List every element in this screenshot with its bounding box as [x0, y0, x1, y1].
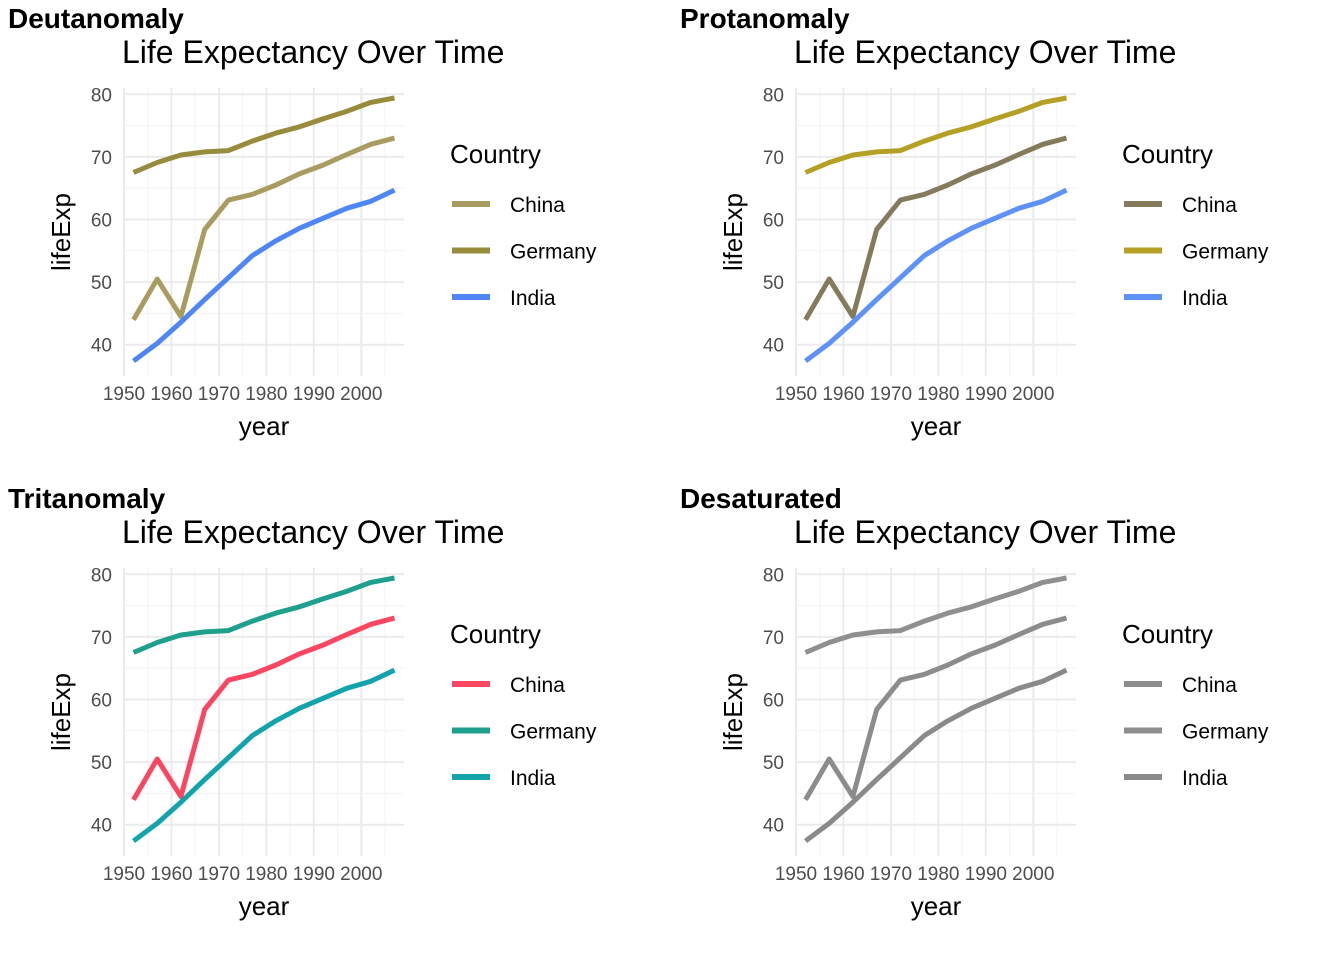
series-line-india — [804, 187, 1068, 364]
y-tick-label: 40 — [91, 816, 112, 837]
y-axis-label: lifeExp — [718, 673, 748, 751]
chart-svg: 1950 1960 1970 1980 1990 2000 40 50 60 70 80 Deutan… — [8, 3, 597, 441]
y-tick-label: 60 — [763, 690, 784, 711]
x-tick-label: 1980 — [245, 864, 287, 885]
y-tick-label: 60 — [91, 210, 112, 231]
series-line-china — [131, 135, 396, 321]
series-line-china — [131, 615, 396, 801]
x-tick-label: 1950 — [103, 864, 145, 885]
y-tick-label: 80 — [91, 85, 112, 106]
legend-label: China — [510, 194, 565, 217]
legend-title: Country — [450, 619, 541, 649]
legend-label: India — [1182, 767, 1228, 790]
x-tick-label: 1950 — [775, 384, 817, 405]
legend-label: Germany — [1182, 721, 1269, 744]
y-tick-label: 60 — [91, 690, 112, 711]
panel-label: Deutanomaly — [8, 3, 184, 34]
legend-label: China — [1182, 194, 1237, 217]
panel-label: Desaturated — [680, 483, 842, 514]
x-tick-label: 1950 — [103, 384, 145, 405]
y-tick-label: 70 — [91, 148, 112, 169]
x-tick-label: 1980 — [245, 384, 287, 405]
x-tick-label: 1980 — [917, 384, 959, 405]
y-tick-label: 50 — [91, 753, 112, 774]
x-tick-label: 1990 — [965, 384, 1007, 405]
chart-svg: 1950 1960 1970 1980 1990 2000 40 50 60 70 80 Desatu… — [680, 483, 1269, 921]
series-line-india — [132, 667, 396, 844]
chart-panel: 1950 1960 1970 1980 1990 2000 40 50 60 70 80 Protan… — [672, 0, 1344, 480]
chart-title: Life Expectancy Over Time — [794, 514, 1176, 550]
series-line-germany — [804, 95, 1067, 175]
chart-svg: 1950 1960 1970 1980 1990 2000 40 50 60 70 80 Protan… — [680, 3, 1269, 441]
x-axis-label: year — [911, 891, 962, 921]
y-tick-label: 80 — [763, 85, 784, 106]
x-tick-label: 1960 — [150, 864, 192, 885]
y-tick-label: 70 — [763, 148, 784, 169]
x-tick-label: 2000 — [340, 864, 382, 885]
y-tick-label: 70 — [763, 628, 784, 649]
chart-svg: 1950 1960 1970 1980 1990 2000 40 50 60 70 80 Tritan… — [8, 483, 597, 921]
panel-label: Protanomaly — [680, 3, 850, 34]
legend-label: Germany — [510, 241, 597, 264]
y-axis-label: lifeExp — [46, 193, 76, 271]
chart-title: Life Expectancy Over Time — [794, 34, 1176, 70]
series-line-china — [803, 615, 1068, 801]
y-tick-label: 80 — [91, 565, 112, 586]
chart-panel: 1950 1960 1970 1980 1990 2000 40 50 60 70 80 Desatu… — [672, 480, 1344, 960]
x-tick-label: 1970 — [198, 864, 240, 885]
legend-label: India — [510, 287, 556, 310]
x-tick-label: 1960 — [822, 384, 864, 405]
x-tick-label: 2000 — [1012, 864, 1054, 885]
y-axis-label: lifeExp — [46, 673, 76, 751]
y-tick-label: 70 — [91, 628, 112, 649]
legend-label: Germany — [510, 721, 597, 744]
series-line-india — [132, 187, 396, 364]
y-tick-label: 50 — [763, 273, 784, 294]
series-line-germany — [804, 575, 1067, 655]
x-tick-label: 1980 — [917, 864, 959, 885]
legend-label: China — [510, 674, 565, 697]
x-tick-label: 1970 — [870, 384, 912, 405]
panel-label: Tritanomaly — [8, 483, 166, 514]
legend-title: Country — [450, 139, 541, 169]
chart-panel: 1950 1960 1970 1980 1990 2000 40 50 60 70 80 Tritan… — [0, 480, 672, 960]
y-tick-label: 40 — [91, 336, 112, 357]
x-tick-label: 1960 — [822, 864, 864, 885]
y-axis-label: lifeExp — [718, 193, 748, 271]
x-axis-label: year — [239, 891, 290, 921]
x-tick-label: 1990 — [965, 864, 1007, 885]
x-axis-label: year — [239, 411, 290, 441]
y-tick-label: 50 — [763, 753, 784, 774]
legend-label: India — [510, 767, 556, 790]
chart-title: Life Expectancy Over Time — [122, 34, 504, 70]
y-tick-label: 50 — [91, 273, 112, 294]
legend-label: India — [1182, 287, 1228, 310]
y-tick-label: 40 — [763, 336, 784, 357]
x-tick-label: 1970 — [198, 384, 240, 405]
series-line-china — [803, 135, 1068, 321]
x-tick-label: 2000 — [340, 384, 382, 405]
x-tick-label: 1950 — [775, 864, 817, 885]
x-tick-label: 2000 — [1012, 384, 1054, 405]
legend-title: Country — [1122, 139, 1213, 169]
x-tick-label: 1990 — [293, 864, 335, 885]
chart-panel: 1950 1960 1970 1980 1990 2000 40 50 60 70 80 Deutan… — [0, 0, 672, 480]
x-tick-label: 1960 — [150, 384, 192, 405]
legend-title: Country — [1122, 619, 1213, 649]
series-line-india — [804, 667, 1068, 844]
y-tick-label: 40 — [763, 816, 784, 837]
chart-title: Life Expectancy Over Time — [122, 514, 504, 550]
series-line-germany — [132, 95, 395, 175]
x-tick-label: 1970 — [870, 864, 912, 885]
series-line-germany — [132, 575, 395, 655]
x-axis-label: year — [911, 411, 962, 441]
x-tick-label: 1990 — [293, 384, 335, 405]
y-tick-label: 80 — [763, 565, 784, 586]
legend-label: Germany — [1182, 241, 1269, 264]
legend-label: China — [1182, 674, 1237, 697]
y-tick-label: 60 — [763, 210, 784, 231]
